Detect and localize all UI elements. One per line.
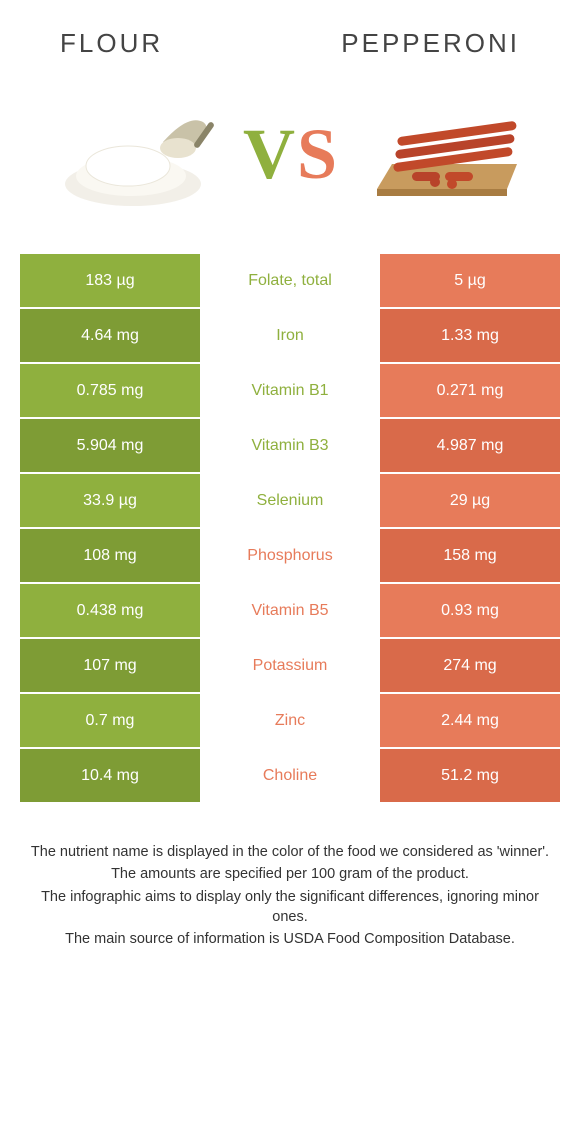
right-value: 29 µg (380, 474, 560, 529)
nutrient-label: Vitamin B5 (200, 584, 380, 639)
right-value: 1.33 mg (380, 309, 560, 364)
left-value: 0.7 mg (20, 694, 200, 749)
nutrient-label: Vitamin B1 (200, 364, 380, 419)
left-value: 33.9 µg (20, 474, 200, 529)
table-row: 183 µgFolate, total5 µg (20, 254, 560, 309)
right-value: 2.44 mg (380, 694, 560, 749)
right-value: 5 µg (380, 254, 560, 309)
table-row: 5.904 mgVitamin B34.987 mg (20, 419, 560, 474)
footer-line-1: The nutrient name is displayed in the co… (30, 842, 550, 862)
table-row: 10.4 mgCholine51.2 mg (20, 749, 560, 804)
comparison-table: 183 µgFolate, total5 µg4.64 mgIron1.33 m… (20, 254, 560, 804)
nutrient-label: Iron (200, 309, 380, 364)
left-value: 183 µg (20, 254, 200, 309)
nutrient-label: Selenium (200, 474, 380, 529)
left-value: 10.4 mg (20, 749, 200, 804)
table-row: 0.785 mgVitamin B10.271 mg (20, 364, 560, 419)
footer-notes: The nutrient name is displayed in the co… (30, 842, 550, 949)
right-value: 51.2 mg (380, 749, 560, 804)
right-value: 0.271 mg (380, 364, 560, 419)
left-food-title: Flour (60, 28, 163, 59)
nutrient-label: Folate, total (200, 254, 380, 309)
pepperoni-image (357, 94, 527, 214)
table-row: 107 mgPotassium274 mg (20, 639, 560, 694)
table-row: 33.9 µgSelenium29 µg (20, 474, 560, 529)
left-value: 108 mg (20, 529, 200, 584)
right-value: 158 mg (380, 529, 560, 584)
left-value: 4.64 mg (20, 309, 200, 364)
vs-v: V (243, 113, 295, 196)
vs-s: S (297, 113, 337, 196)
left-value: 0.785 mg (20, 364, 200, 419)
vs-row: V S (0, 69, 580, 254)
nutrient-label: Potassium (200, 639, 380, 694)
footer-line-4: The main source of information is USDA F… (30, 929, 550, 949)
flour-image (53, 94, 223, 214)
table-row: 108 mgPhosphorus158 mg (20, 529, 560, 584)
vs-label: V S (243, 113, 337, 196)
table-row: 0.7 mgZinc2.44 mg (20, 694, 560, 749)
table-row: 0.438 mgVitamin B50.93 mg (20, 584, 560, 639)
footer-line-3: The infographic aims to display only the… (30, 887, 550, 928)
left-value: 5.904 mg (20, 419, 200, 474)
header: Flour Pepperoni (0, 0, 580, 69)
right-value: 4.987 mg (380, 419, 560, 474)
right-food-title: Pepperoni (341, 28, 520, 59)
right-value: 274 mg (380, 639, 560, 694)
left-value: 107 mg (20, 639, 200, 694)
left-value: 0.438 mg (20, 584, 200, 639)
nutrient-label: Phosphorus (200, 529, 380, 584)
table-row: 4.64 mgIron1.33 mg (20, 309, 560, 364)
nutrient-label: Zinc (200, 694, 380, 749)
right-value: 0.93 mg (380, 584, 560, 639)
nutrient-label: Vitamin B3 (200, 419, 380, 474)
nutrient-label: Choline (200, 749, 380, 804)
footer-line-2: The amounts are specified per 100 gram o… (30, 864, 550, 884)
